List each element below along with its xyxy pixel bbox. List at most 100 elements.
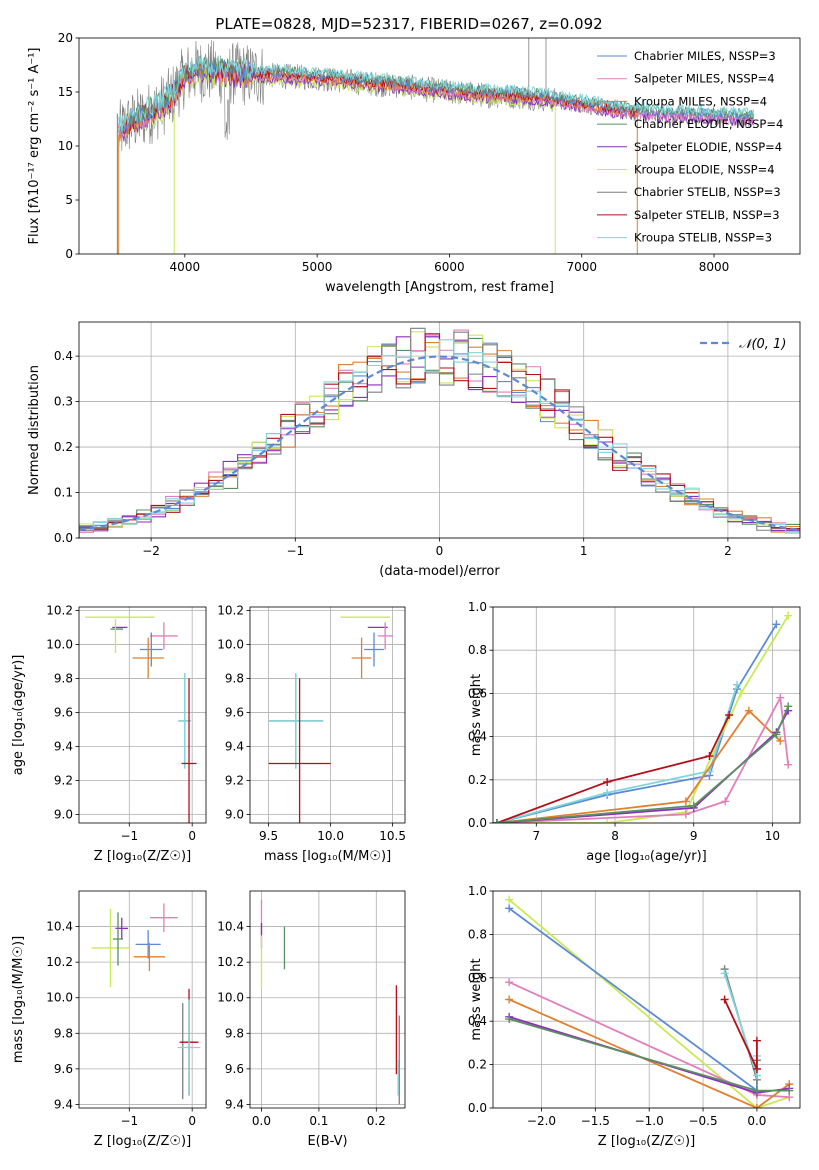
axes-frame xyxy=(78,890,207,1109)
y-tick-label: 9.0 xyxy=(54,807,73,821)
mass-weight-marker xyxy=(493,819,501,823)
mass-weight-marker xyxy=(784,702,793,711)
legend-label: Chabrier MILES, NSSP=3 xyxy=(634,49,776,63)
axes-frame xyxy=(78,606,207,824)
legend-label: Salpeter STELIB, NSSP=3 xyxy=(634,208,780,222)
x-tick-label: 0.2 xyxy=(367,1114,386,1128)
mass-weight-marker xyxy=(681,810,690,819)
axes-frame xyxy=(78,321,801,539)
x-tick-label: 10.0 xyxy=(317,829,344,843)
errorbar-point-salpeter_stelib xyxy=(268,678,331,823)
x-tick-label: 8000 xyxy=(699,260,730,274)
y-tick-label: 0.0 xyxy=(468,1101,487,1115)
axes-7: 0.0 0.1 0.2 9.4 9.6 9.8 10.0 10.2 10.4 E(B-V) xyxy=(217,890,406,1149)
y-axis-label: mass weight xyxy=(469,674,484,756)
legend: 𝒩(0, 1) xyxy=(700,337,786,352)
axes-2: −2 −1 0 1 2 0.0 0.1 0.2 0.3 0.4 (data-model)/error… xyxy=(27,321,801,579)
y-tick-label: 0.4 xyxy=(54,349,73,363)
y-tick-label: 0.2 xyxy=(54,440,73,454)
x-tick-label: 6000 xyxy=(434,260,465,274)
x-tick-label: 0.0 xyxy=(252,1114,271,1128)
y-tick-label: 9.4 xyxy=(54,739,73,753)
axes-4: 9.5 10.0 10.5 9.0 9.2 9.4 9.6 9.8 10.0 10.2 mass [… xyxy=(217,603,406,864)
y-tick-label: 10.4 xyxy=(217,920,244,934)
mass-weight-marker xyxy=(772,730,781,739)
x-tick-label: 5000 xyxy=(302,260,333,274)
x-tick-label: −1.0 xyxy=(635,1114,664,1128)
plot-area xyxy=(260,899,400,1105)
y-tick-label: 5 xyxy=(65,193,73,207)
errorbar-point-kroupa_stelib xyxy=(268,673,324,769)
errorbar-point-kroupa_elodie xyxy=(91,908,130,988)
mass-weight-marker xyxy=(772,620,781,629)
y-tick-label: 9.2 xyxy=(225,773,244,787)
y-tick-label: 10 xyxy=(58,139,73,153)
plot-area xyxy=(268,616,393,823)
mass-weight-marker xyxy=(505,895,514,904)
y-tick-label: 15 xyxy=(58,85,73,99)
x-tick-label: −1 xyxy=(120,1114,138,1128)
y-tick-label: 9.8 xyxy=(54,671,73,685)
mass-weight-marker xyxy=(681,797,690,806)
mass-weight-line-kroupa_elodie xyxy=(496,615,789,823)
x-tick-label: 9.5 xyxy=(259,829,278,843)
x-tick-label: 0 xyxy=(188,1114,196,1128)
y-tick-label: 9.6 xyxy=(54,705,73,719)
mass-weight-line-salpeter_stelib xyxy=(723,999,758,1070)
x-tick-label: 0 xyxy=(188,829,196,843)
x-axis-label: Z [log₁₀(Z/Z☉)] xyxy=(94,849,191,864)
errorbar-point-salpeter_miles xyxy=(150,903,178,932)
x-tick-label: −0.5 xyxy=(688,1114,717,1128)
mass-weight-marker xyxy=(744,706,753,715)
legend-label: Salpeter ELODIE, NSSP=4 xyxy=(634,140,782,154)
y-tick-label: 0.6 xyxy=(468,686,487,700)
y-tick-label: 0.2 xyxy=(468,773,487,787)
y-tick-label: 0.4 xyxy=(468,730,487,744)
mass-weight-marker xyxy=(689,801,698,810)
y-tick-label: 0.0 xyxy=(54,531,73,545)
mass-weight-marker xyxy=(505,995,514,1004)
y-tick-label: 1.0 xyxy=(468,600,487,614)
chart-title: PLATE=0828, MJD=52317, FIBERID=0267, z=0… xyxy=(215,15,602,33)
y-axis-label: Flux [fλ10⁻¹⁷ erg cm⁻² s⁻¹ A⁻¹] xyxy=(27,48,42,245)
mass-weight-marker xyxy=(505,904,514,913)
errorbar-point-kroupa_miles xyxy=(351,637,372,679)
y-tick-label: 10.0 xyxy=(217,991,244,1005)
y-tick-label: 10.2 xyxy=(217,955,244,969)
y-tick-label: 9.6 xyxy=(225,1062,244,1076)
x-axis-label: Z [log₁₀(Z/Z☉)] xyxy=(94,1134,191,1149)
y-axis-label: Normed distribution xyxy=(27,365,42,495)
axes-frame xyxy=(492,890,801,1109)
legend-label: Chabrier ELODIE, NSSP=4 xyxy=(634,117,783,131)
mass-weight-line-kroupa_miles xyxy=(508,998,790,1108)
y-tick-label: 0.8 xyxy=(468,927,487,941)
mass-weight-marker xyxy=(784,760,793,769)
x-tick-label: 9 xyxy=(690,829,698,843)
y-tick-label: 9.4 xyxy=(225,739,244,753)
x-tick-label: 8 xyxy=(611,829,619,843)
x-axis-label: E(B-V) xyxy=(307,1134,347,1149)
y-tick-label: 10.0 xyxy=(46,637,73,651)
y-tick-label: 0.0 xyxy=(468,816,487,830)
mass-weight-marker xyxy=(784,611,793,620)
legend-label: Chabrier STELIB, NSSP=3 xyxy=(634,185,781,199)
y-axis-label: mass [log₁₀(M/M☉)] xyxy=(11,936,26,1063)
x-tick-label: 10 xyxy=(765,829,780,843)
y-tick-label: 10.2 xyxy=(46,955,73,969)
mass-weight-marker xyxy=(705,752,714,761)
legend: Chabrier MILES, NSSP=3 Salpeter MILES, NS… xyxy=(597,49,783,245)
mass-weight-marker xyxy=(752,1104,761,1108)
x-tick-label: 0.0 xyxy=(747,1114,766,1128)
x-tick-label: −1 xyxy=(120,829,138,843)
y-tick-label: 9.4 xyxy=(225,1097,244,1111)
errorbar-point-salpeter_miles xyxy=(150,622,178,650)
legend-label: Kroupa STELIB, NSSP=3 xyxy=(634,231,772,245)
y-axis-label: mass weight xyxy=(469,958,484,1040)
axes-frame xyxy=(492,606,801,824)
x-tick-label: 10.5 xyxy=(379,829,406,843)
errorbar-point-chabrier_miles xyxy=(135,930,161,959)
x-tick-label: 1 xyxy=(580,544,588,558)
x-axis-label: Z [log₁₀(Z/Z☉)] xyxy=(598,1134,695,1149)
y-tick-label: 9.2 xyxy=(54,773,73,787)
